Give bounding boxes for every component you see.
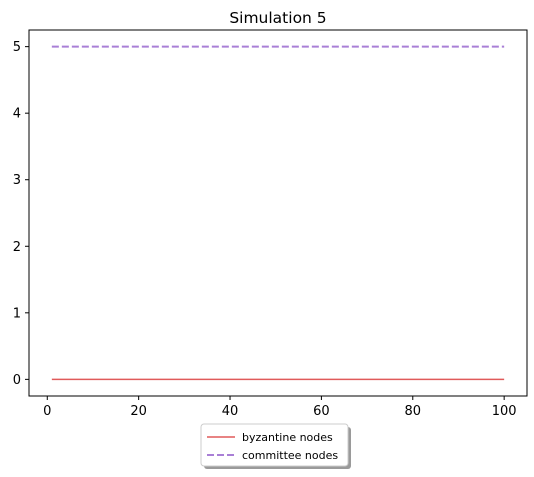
legend: byzantine nodes committee nodes [200,423,351,469]
x-tick-label: 60 [313,404,330,419]
x-tick-label: 20 [130,404,147,419]
legend-label-1: byzantine nodes [242,431,333,444]
x-tick-label: 40 [222,404,239,419]
x-tick-label: 80 [405,404,422,419]
y-axis: 0 1 2 3 4 5 [13,40,29,388]
y-tick-label: 4 [13,107,21,122]
x-axis: 0 20 40 60 80 100 [43,396,517,419]
plot-area [51,45,505,381]
chart-title: Simulation 5 [229,9,326,27]
y-tick-label: 2 [13,240,21,255]
x-tick-label: 0 [43,404,51,419]
legend-label-2: committee nodes [242,449,338,462]
y-tick-label: 3 [13,173,21,188]
legend-box [200,423,349,467]
y-tick-label: 5 [13,40,21,55]
y-tick-label: 1 [13,306,21,321]
y-tick-label: 0 [13,373,21,388]
axes-frame [28,29,528,397]
x-tick-label: 100 [492,404,517,419]
